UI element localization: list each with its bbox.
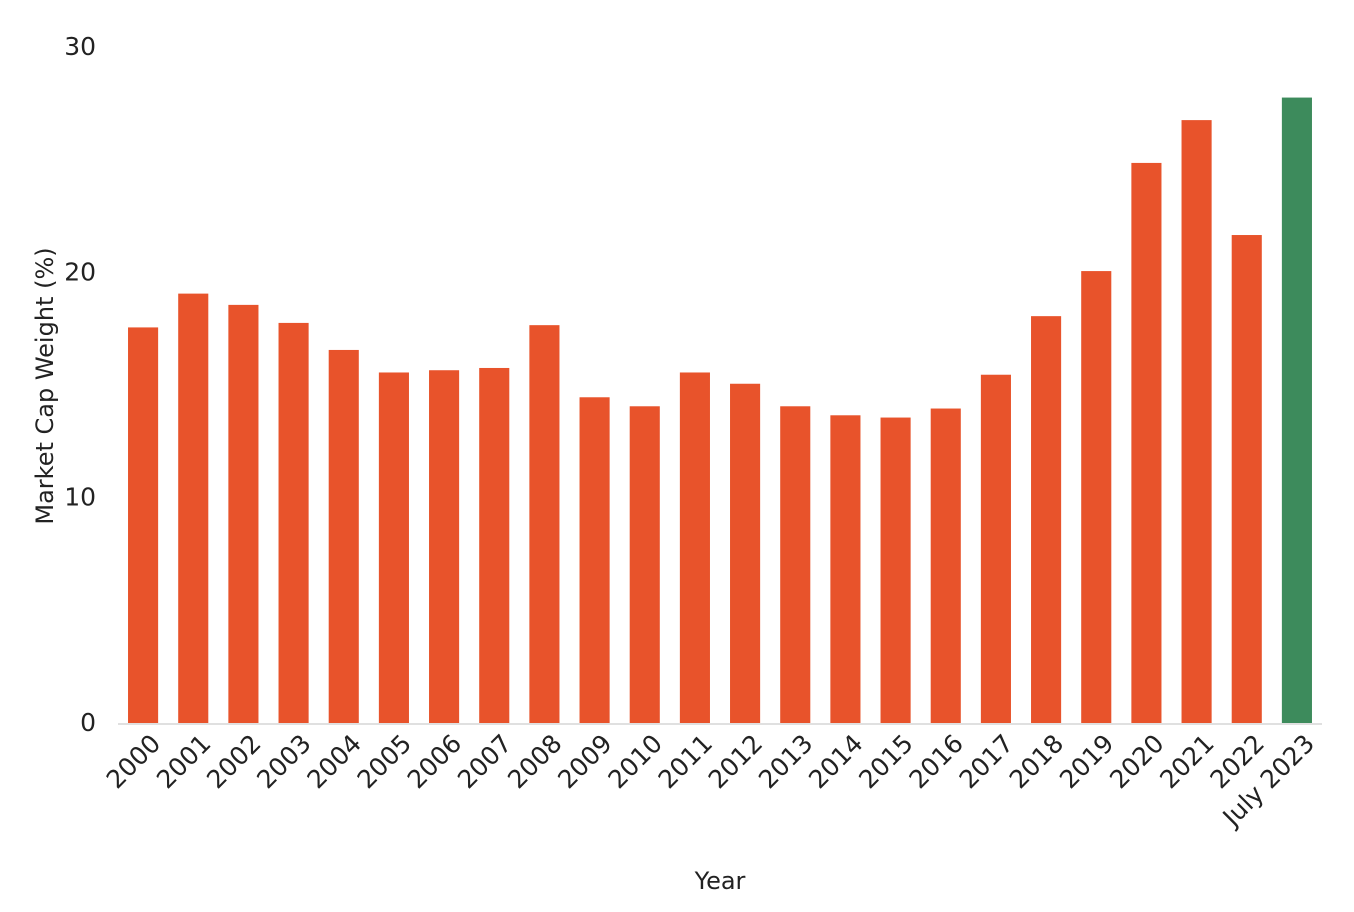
x-tick-label: 2005 xyxy=(352,729,417,794)
y-tick-labels: 0 10 20 30 xyxy=(64,32,96,737)
bar-2012 xyxy=(730,383,761,724)
y-tick-label: 20 xyxy=(64,257,96,286)
bars-layer xyxy=(128,97,1312,725)
bar-2011 xyxy=(679,372,710,724)
x-tick-label: 2009 xyxy=(552,729,617,794)
x-tick-label: 2004 xyxy=(301,729,366,794)
x-tick-label: 2015 xyxy=(853,729,918,794)
x-tick-label: 2012 xyxy=(703,729,768,794)
x-tick-label: 2006 xyxy=(402,729,467,794)
bar-2009 xyxy=(579,397,610,724)
x-tick-label: 2019 xyxy=(1054,729,1119,794)
x-tick-label: 2001 xyxy=(151,729,216,794)
bar-2008 xyxy=(529,325,560,724)
bar-2005 xyxy=(378,372,409,724)
bar-2006 xyxy=(429,370,460,724)
x-tick-label: 2007 xyxy=(452,729,517,794)
bar-2018 xyxy=(1031,316,1062,724)
y-tick-label: 30 xyxy=(64,32,96,61)
bar-2019 xyxy=(1081,271,1112,724)
y-tick-label: 0 xyxy=(80,708,96,737)
bar-july-2023 xyxy=(1281,97,1312,724)
x-tick-label: 2008 xyxy=(502,729,567,794)
x-tick-label: 2010 xyxy=(602,729,667,794)
bar-2020 xyxy=(1131,162,1162,725)
bar-2021 xyxy=(1181,120,1212,725)
x-tick-label: 2021 xyxy=(1154,729,1219,794)
bar-2001 xyxy=(178,293,209,724)
bar-2000 xyxy=(128,327,159,724)
bar-2022 xyxy=(1231,235,1262,724)
x-tick-label: 2013 xyxy=(753,729,818,794)
x-tick-label: 2014 xyxy=(803,729,868,794)
bar-2013 xyxy=(780,406,811,724)
bar-2015 xyxy=(880,417,911,724)
x-tick-labels: 2000200120022003200420052006200720082009… xyxy=(101,729,1320,833)
x-tick-label: 2018 xyxy=(1004,729,1069,794)
x-tick-label: 2020 xyxy=(1104,729,1169,794)
bar-2002 xyxy=(228,304,259,724)
y-tick-label: 10 xyxy=(64,483,96,512)
x-tick-label: 2003 xyxy=(251,729,316,794)
y-axis-title: Market Cap Weight (%) xyxy=(31,247,59,524)
x-tick-label: 2011 xyxy=(653,729,718,794)
x-tick-label: 2002 xyxy=(201,729,266,794)
x-axis-title: Year xyxy=(694,867,746,895)
x-tick-label: 2017 xyxy=(954,729,1019,794)
bar-2007 xyxy=(479,367,510,724)
bar-2004 xyxy=(328,349,359,724)
bar-2017 xyxy=(980,374,1011,724)
bar-2016 xyxy=(930,408,961,724)
bar-2014 xyxy=(830,415,861,724)
bar-2003 xyxy=(278,322,309,724)
bar-2010 xyxy=(629,406,660,724)
x-tick-label: 2000 xyxy=(101,729,166,794)
x-tick-label: 2016 xyxy=(903,729,968,794)
